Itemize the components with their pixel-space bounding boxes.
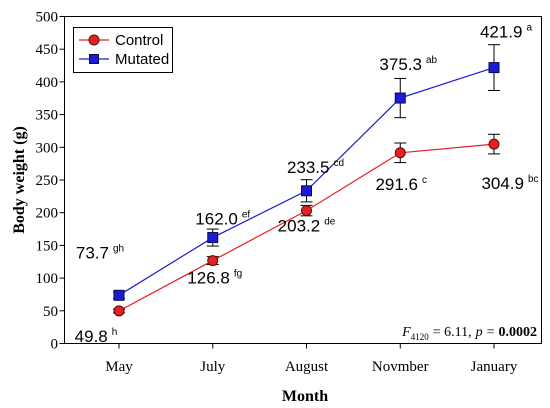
point-control-july [207, 255, 219, 267]
point-control-january [488, 138, 500, 150]
data-label-control-august: 203.2 de [278, 217, 336, 236]
legend-box [73, 27, 173, 73]
x-tick-label-july: July [200, 359, 226, 375]
data-label-control-novmber: 291.6 c [375, 175, 427, 194]
y-axis-title: Body weight (g) [11, 126, 28, 234]
point-mutated-august [301, 185, 312, 197]
data-label-letters: fg [234, 269, 242, 280]
x-tick-label-may: May [105, 359, 133, 375]
y-tick-label-350: 350 [36, 108, 59, 124]
data-label-letters: c [422, 175, 427, 186]
y-tick-label-150: 150 [36, 238, 59, 254]
series-layer [113, 44, 500, 317]
p-value: 0.0002 [499, 325, 538, 340]
data-label-value: 291.6 [375, 175, 418, 194]
legend-marker-control [88, 34, 100, 46]
y-tick-label-0: 0 [51, 337, 59, 353]
data-label-letters: gh [113, 243, 124, 254]
legend-label-control: Control [115, 32, 163, 49]
stat-value: = 6.11, [433, 325, 472, 340]
p-equals: = [487, 325, 495, 340]
data-label-letters: de [324, 217, 336, 228]
x-tick-label-novmber: Novmber [372, 359, 429, 375]
data-label-letters: h [112, 327, 118, 338]
y-tick-label-450: 450 [36, 42, 59, 58]
y-tick-label-500: 500 [36, 10, 59, 26]
legend: Control Mutated [73, 27, 173, 73]
x-tick-label-january: January [471, 359, 518, 375]
point-mutated-may [113, 289, 125, 301]
y-tick-label-100: 100 [36, 271, 59, 287]
x-axis: May July August Novmber January [105, 343, 518, 375]
point-mutated-novmber [394, 92, 406, 104]
stat-symbol: F [401, 325, 411, 340]
legend-marker-mutated [89, 54, 99, 64]
point-mutated-january [488, 62, 500, 74]
series-mutated [113, 44, 500, 301]
series-control [113, 133, 500, 317]
point-control-novmber [394, 147, 406, 159]
data-label-value: 126.8 [187, 269, 230, 288]
point-mutated-july [207, 232, 219, 244]
legend-label-mutated: Mutated [115, 51, 169, 68]
x-axis-title: Month [282, 388, 328, 405]
data-label-mutated-novmber: 375.3 ab [379, 55, 437, 74]
data-label-letters: ab [426, 55, 438, 66]
data-label-value: 304.9 [481, 174, 524, 193]
data-label-value: 73.7 [76, 243, 109, 262]
data-label-control-january: 304.9 bc [481, 174, 538, 193]
point-control-may [113, 305, 125, 317]
data-label-control-may: 49.8 h [75, 327, 118, 346]
data-label-letters: a [526, 23, 532, 34]
y-tick-label-400: 400 [36, 75, 59, 91]
data-label-value: 233.5 [287, 158, 330, 177]
y-axis: 0 50 100 150 200 250 300 350 400 450 500 [36, 10, 65, 353]
stat-df-subscript: 4120 [411, 332, 430, 342]
data-label-value: 49.8 [75, 327, 108, 346]
y-tick-label-300: 300 [36, 140, 59, 156]
data-label-value: 162.0 [195, 210, 238, 229]
data-label-mutated-january: 421.9 a [480, 23, 533, 42]
data-label-value: 421.9 [480, 23, 523, 42]
y-tick-label-250: 250 [36, 173, 59, 189]
data-label-letters: ef [242, 210, 251, 221]
data-label-value: 203.2 [278, 217, 321, 236]
statistics-annotation: F4120 = 6.11, p = 0.0002 [401, 325, 537, 342]
p-symbol: p [475, 325, 483, 340]
y-tick-label-50: 50 [43, 304, 58, 320]
data-label-mutated-may: 73.7 gh [76, 243, 124, 262]
point-control-august [301, 205, 312, 217]
data-label-letters: cd [333, 158, 344, 169]
data-label-mutated-august: 233.5 cd [287, 158, 344, 177]
data-label-mutated-july: 162.0 ef [195, 210, 250, 229]
x-tick-label-august: August [285, 359, 329, 375]
data-labels: 49.8 h 126.8 fg 203.2 de 291.6 c 304.9 bc 73.7 gh 16… [75, 23, 539, 346]
data-label-letters: bc [528, 174, 539, 185]
data-label-value: 375.3 [379, 55, 422, 74]
data-label-control-july: 126.8 fg [187, 269, 242, 288]
y-tick-label-200: 200 [36, 206, 59, 222]
